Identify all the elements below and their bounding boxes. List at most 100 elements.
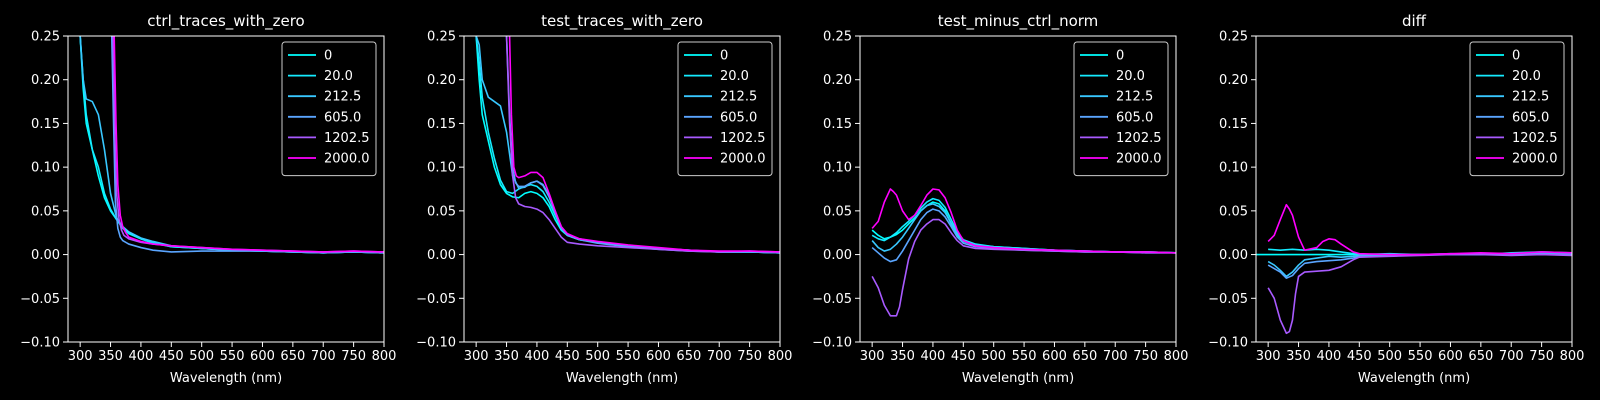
legend-entry: 0 bbox=[324, 49, 332, 64]
chart-title: test_traces_with_zero bbox=[541, 12, 703, 31]
series-line-1202.5 bbox=[1267, 253, 1572, 335]
y-tick-label: 0.05 bbox=[427, 204, 456, 219]
x-tick-label: 400 bbox=[129, 349, 154, 364]
x-tick-label: 600 bbox=[1438, 349, 1463, 364]
x-tick-label: 350 bbox=[98, 349, 123, 364]
y-tick-label: 0.00 bbox=[427, 248, 456, 263]
y-tick-label: 0.00 bbox=[823, 248, 852, 263]
y-tick-label: 0.20 bbox=[427, 73, 456, 88]
legend-entry: 20.0 bbox=[1512, 69, 1541, 84]
legend-entry: 20.0 bbox=[1116, 69, 1145, 84]
x-tick-label: 500 bbox=[1377, 349, 1402, 364]
x-tick-label: 450 bbox=[951, 349, 976, 364]
x-tick-label: 450 bbox=[159, 349, 184, 364]
series-line-212.5 bbox=[1267, 252, 1572, 278]
x-tick-label: 500 bbox=[189, 349, 214, 364]
x-tick-label: 550 bbox=[220, 349, 245, 364]
x-tick-label: 300 bbox=[68, 349, 93, 364]
y-tick-label: −0.10 bbox=[812, 336, 852, 351]
legend-entry: 605.0 bbox=[720, 110, 757, 125]
x-tick-label: 800 bbox=[1164, 349, 1189, 364]
legend-entry: 1202.5 bbox=[720, 131, 766, 146]
plot-area bbox=[475, 36, 780, 254]
x-tick-label: 700 bbox=[707, 349, 732, 364]
x-tick-label: 450 bbox=[1347, 349, 1372, 364]
x-tick-label: 650 bbox=[676, 349, 701, 364]
legend-entry: 20.0 bbox=[720, 69, 749, 84]
y-tick-label: −0.10 bbox=[416, 336, 456, 351]
y-tick-label: 0.20 bbox=[1219, 73, 1248, 88]
series-line-605.0 bbox=[1267, 252, 1572, 279]
x-tick-label: 750 bbox=[1529, 349, 1554, 364]
legend-entry: 1202.5 bbox=[1512, 131, 1558, 146]
legend: 0 20.0 212.5 605.0 1202.5 2000.0 bbox=[281, 41, 377, 177]
y-tick-label: 0.20 bbox=[31, 73, 60, 88]
legend-entry: 212.5 bbox=[324, 90, 361, 105]
x-tick-label: 800 bbox=[1560, 349, 1585, 364]
legend-entry: 212.5 bbox=[720, 90, 757, 105]
legend-entry: 605.0 bbox=[324, 110, 361, 125]
x-tick-label: 650 bbox=[1072, 349, 1097, 364]
legend-entry: 2000.0 bbox=[720, 152, 766, 167]
legend-entry: 212.5 bbox=[1512, 90, 1549, 105]
y-tick-label: 0.15 bbox=[1219, 117, 1248, 132]
legend-entry: 20.0 bbox=[324, 69, 353, 84]
x-tick-label: 750 bbox=[1133, 349, 1158, 364]
y-tick-label: 0.05 bbox=[823, 204, 852, 219]
legend-entry: 0 bbox=[1512, 49, 1520, 64]
x-tick-label: 700 bbox=[1103, 349, 1128, 364]
x-tick-label: 300 bbox=[860, 349, 885, 364]
y-tick-label: 0.00 bbox=[31, 248, 60, 263]
x-tick-label: 700 bbox=[311, 349, 336, 364]
axes-frame bbox=[463, 35, 781, 343]
legend-entry: 0 bbox=[720, 49, 728, 64]
chart-panel-3: test_minus_ctrl_norm 300 350 400 450 500 550 60… bbox=[812, 12, 1188, 386]
y-tick-label: 0.10 bbox=[427, 161, 456, 176]
plot-area bbox=[1256, 203, 1572, 335]
x-tick-label: 800 bbox=[768, 349, 793, 364]
plot-area bbox=[871, 188, 1176, 317]
legend-entry: 605.0 bbox=[1512, 110, 1549, 125]
x-tick-label: 450 bbox=[555, 349, 580, 364]
chart-panel-4: diff 300 350 400 450 500 550 600 650 700 750 800 −0.… bbox=[1208, 12, 1584, 386]
axes-frame bbox=[1255, 35, 1573, 343]
x-tick-label: 600 bbox=[250, 349, 275, 364]
series-line-1202.5 bbox=[505, 36, 780, 253]
axes-frame bbox=[67, 35, 385, 343]
y-tick-label: −0.05 bbox=[812, 292, 852, 307]
legend-entry: 1202.5 bbox=[1116, 131, 1162, 146]
x-tick-label: 600 bbox=[646, 349, 671, 364]
y-tick-label: 0.25 bbox=[427, 30, 456, 45]
series-line-2000.0 bbox=[113, 36, 384, 253]
legend-entry: 2000.0 bbox=[1116, 152, 1162, 167]
y-tick-label: 0.15 bbox=[427, 117, 456, 132]
y-tick-label: 0.10 bbox=[31, 161, 60, 176]
x-tick-label: 300 bbox=[1256, 349, 1281, 364]
x-axis-label: Wavelength (nm) bbox=[962, 371, 1074, 386]
y-tick-label: 0.20 bbox=[823, 73, 852, 88]
x-tick-label: 500 bbox=[981, 349, 1006, 364]
y-tick-label: 0.05 bbox=[31, 204, 60, 219]
y-tick-label: 0.15 bbox=[823, 117, 852, 132]
legend-entry: 605.0 bbox=[1116, 110, 1153, 125]
y-tick-label: 0.00 bbox=[1219, 248, 1248, 263]
chart-title: test_minus_ctrl_norm bbox=[938, 12, 1099, 31]
chart-title: ctrl_traces_with_zero bbox=[147, 12, 304, 31]
x-tick-label: 350 bbox=[494, 349, 519, 364]
legend-entry: 1202.5 bbox=[324, 131, 370, 146]
y-tick-label: 0.25 bbox=[31, 30, 60, 45]
y-tick-label: −0.05 bbox=[416, 292, 456, 307]
legend-entry: 0 bbox=[1116, 49, 1124, 64]
x-tick-label: 650 bbox=[1468, 349, 1493, 364]
x-tick-label: 350 bbox=[1286, 349, 1311, 364]
y-tick-label: −0.05 bbox=[1208, 292, 1248, 307]
x-tick-label: 400 bbox=[1317, 349, 1342, 364]
x-tick-label: 650 bbox=[280, 349, 305, 364]
y-tick-label: 0.05 bbox=[1219, 204, 1248, 219]
x-tick-label: 400 bbox=[921, 349, 946, 364]
x-tick-label: 550 bbox=[616, 349, 641, 364]
x-tick-label: 750 bbox=[341, 349, 366, 364]
y-tick-label: 0.10 bbox=[1219, 161, 1248, 176]
axes-frame bbox=[859, 35, 1177, 343]
